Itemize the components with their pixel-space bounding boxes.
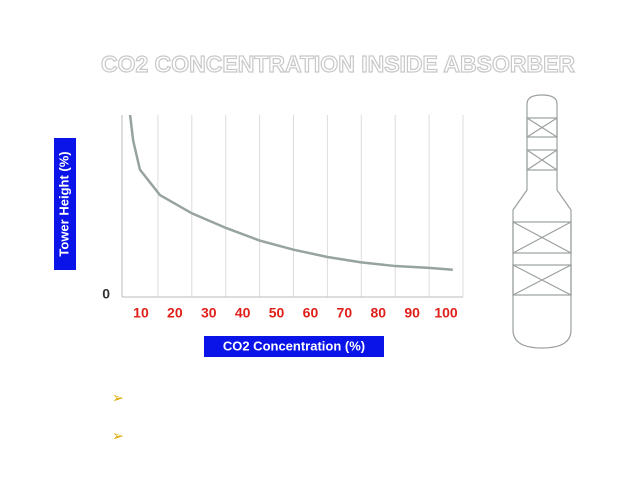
data-line (128, 114, 453, 271)
y-axis-label: Tower Height (%) (56, 151, 71, 256)
slide-title: CO2 CONCENTRATION INSIDE ABSORBER (101, 51, 575, 77)
x-tick-label: 30 (201, 305, 217, 321)
y-label-box (54, 138, 76, 270)
x-tick-label: 80 (370, 305, 386, 321)
absorber-tower (512, 94, 572, 349)
bullet-arrow: ➢ (112, 428, 124, 444)
x-tick-label: 60 (303, 305, 319, 321)
x-tick-label: 10 (133, 305, 149, 321)
bullet-arrow: ➢ (112, 390, 124, 406)
x-label-box (204, 336, 384, 357)
x-tick-label: 100 (434, 305, 458, 321)
x-axis-label: CO2 Concentration (%) (223, 338, 365, 353)
y-tick-label: 0 (102, 286, 110, 302)
x-tick-label: 50 (269, 305, 285, 321)
x-tick-label: 20 (167, 305, 183, 321)
x-tick-label: 90 (404, 305, 420, 321)
x-tick-label: 40 (235, 305, 251, 321)
x-tick-label: 70 (337, 305, 353, 321)
